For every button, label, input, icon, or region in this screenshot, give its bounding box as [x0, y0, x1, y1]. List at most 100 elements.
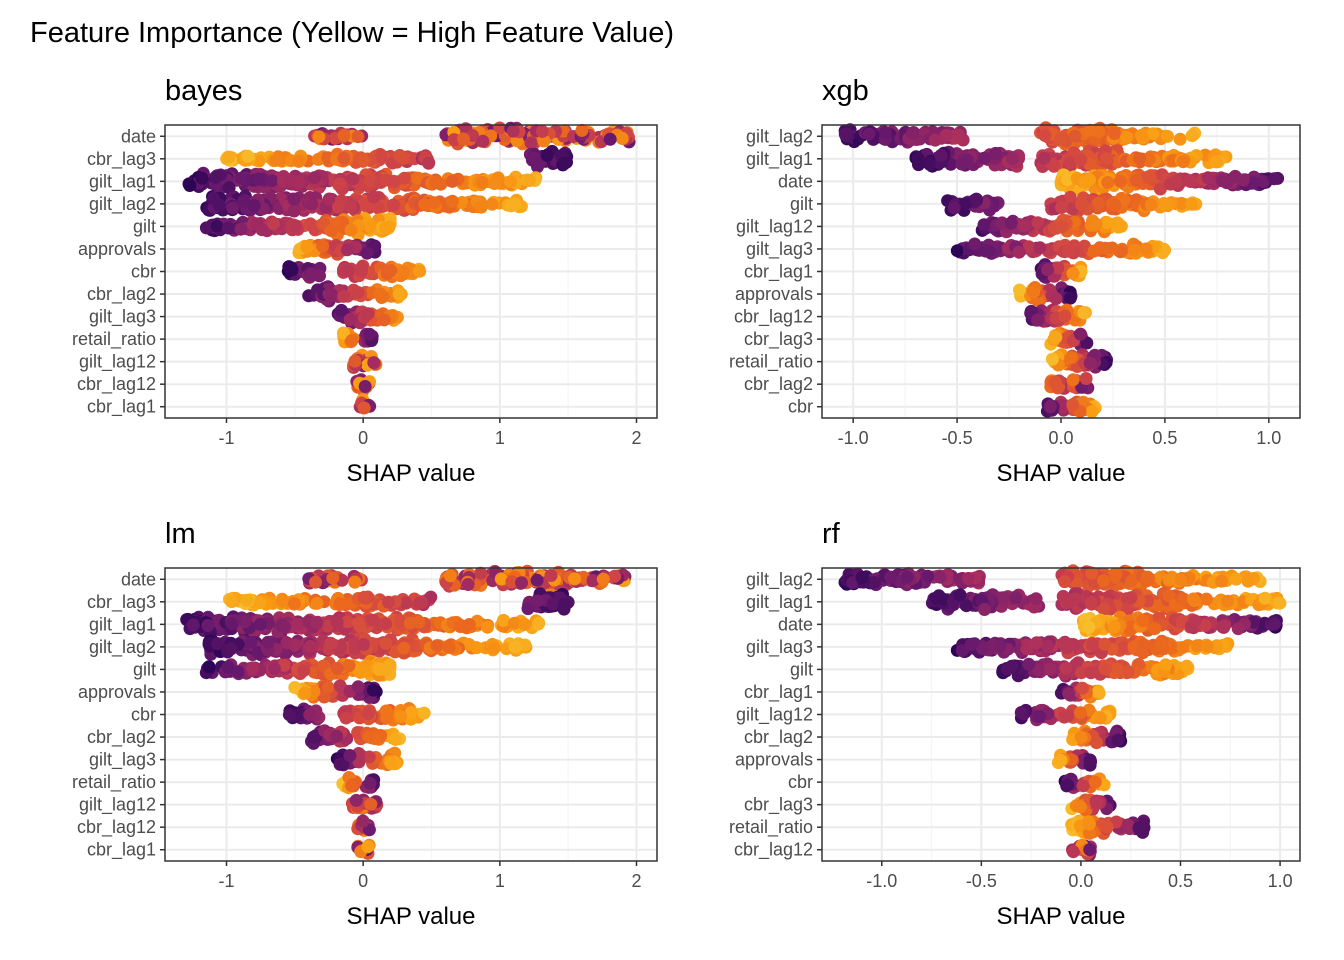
shap-point [481, 620, 494, 634]
shap-point [427, 196, 441, 210]
shap-point [1215, 574, 1229, 588]
shap-point [377, 313, 391, 327]
shap-point [524, 136, 538, 150]
shap-point [968, 237, 982, 251]
panel-xgb: xgbgilt_lag2gilt_lag1dategiltgilt_lag12g… [729, 75, 1301, 487]
shap-point [1083, 123, 1097, 137]
shap-point [900, 570, 914, 584]
panel-title: lm [165, 518, 196, 550]
shap-point [360, 246, 374, 260]
shap-point [261, 635, 275, 649]
shap-point [417, 706, 431, 720]
shap-point [1076, 779, 1090, 793]
shap-point [225, 595, 239, 609]
y-tick-label: cbr [131, 262, 156, 282]
shap-point [1142, 152, 1156, 166]
shap-point [1085, 638, 1099, 652]
shap-point [838, 127, 852, 141]
x-tick-label: -1.0 [866, 871, 897, 891]
shap-point [351, 680, 365, 694]
shap-point [312, 130, 326, 144]
x-tick-label: -1.0 [838, 428, 869, 448]
shap-point [1201, 171, 1215, 185]
shap-point [330, 616, 344, 629]
y-tick-label: retail_ratio [729, 352, 813, 373]
shap-point [222, 150, 236, 164]
shap-point [530, 573, 544, 587]
y-tick-label: cbr_lag1 [87, 840, 156, 861]
shap-point [183, 179, 197, 192]
shap-point [285, 263, 299, 277]
shap-point [1132, 821, 1146, 835]
shap-point [356, 814, 370, 828]
shap-point [397, 641, 411, 655]
shap-point [195, 171, 209, 185]
shap-point [1137, 638, 1151, 652]
shap-point [961, 572, 975, 585]
shap-point [269, 153, 283, 167]
panels: bayesdatecbr_lag3gilt_lag1gilt_lag2gilta… [72, 75, 1301, 930]
y-tick-label: cbr [788, 397, 813, 417]
shap-point [1139, 242, 1153, 256]
shap-point [978, 603, 991, 616]
y-tick-label: cbr_lag3 [744, 795, 813, 816]
shap-point [504, 175, 518, 189]
shap-point [345, 779, 358, 792]
shap-point [1037, 151, 1051, 165]
shap-point [1084, 596, 1098, 610]
shap-point [537, 134, 551, 148]
shap-point [1063, 156, 1077, 170]
shap-point [361, 707, 375, 721]
shap-point [530, 594, 544, 608]
shap-point [1144, 198, 1158, 212]
shap-point [1062, 687, 1076, 701]
shap-point [1148, 622, 1162, 636]
shap-point [989, 146, 1003, 160]
shap-point [508, 640, 522, 654]
shap-point [351, 130, 365, 144]
shap-point [267, 217, 280, 231]
y-tick-label: cbr_lag12 [77, 374, 156, 395]
shap-point [1236, 173, 1250, 187]
y-tick-label: date [778, 171, 813, 191]
shap-point [1125, 574, 1139, 588]
shap-point [357, 401, 371, 415]
shap-point [363, 220, 377, 234]
shap-point [379, 617, 393, 631]
shap-point [497, 613, 510, 627]
shap-point [376, 290, 390, 304]
shap-point [1113, 174, 1127, 188]
shap-point [367, 356, 381, 370]
shap-point [333, 597, 347, 611]
shap-point [1180, 659, 1194, 673]
shap-point [461, 578, 475, 591]
shap-point [1014, 706, 1028, 719]
shap-point [977, 151, 991, 165]
y-tick-label: gilt_lag2 [89, 194, 156, 215]
x-tick-label: 0.5 [1168, 871, 1193, 891]
shap-point [305, 268, 319, 282]
shap-point [1146, 127, 1160, 141]
shap-point [221, 221, 235, 235]
shap-point [352, 616, 366, 630]
shap-point [287, 204, 301, 218]
shap-point [1124, 591, 1138, 605]
x-tick-label: -0.5 [966, 871, 997, 891]
shap-point [330, 661, 344, 675]
shap-point [1061, 640, 1075, 654]
shap-point [1043, 400, 1057, 414]
shap-point [1038, 129, 1052, 142]
shap-point [1078, 175, 1092, 189]
y-tick-label: gilt_lag1 [746, 149, 813, 170]
shap-point [372, 201, 385, 215]
shap-point [456, 132, 470, 146]
shap-point [267, 662, 281, 676]
shap-point [1022, 657, 1036, 671]
shap-point [546, 597, 560, 611]
shap-point [532, 616, 546, 630]
shap-point [970, 193, 984, 207]
shap-point [234, 222, 248, 236]
shap-point [1066, 845, 1080, 859]
y-tick-label: gilt [790, 659, 813, 679]
